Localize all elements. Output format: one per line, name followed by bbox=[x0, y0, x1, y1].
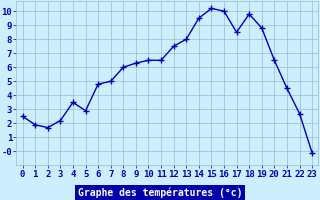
Text: Graphe des températures (°c): Graphe des températures (°c) bbox=[78, 188, 242, 198]
